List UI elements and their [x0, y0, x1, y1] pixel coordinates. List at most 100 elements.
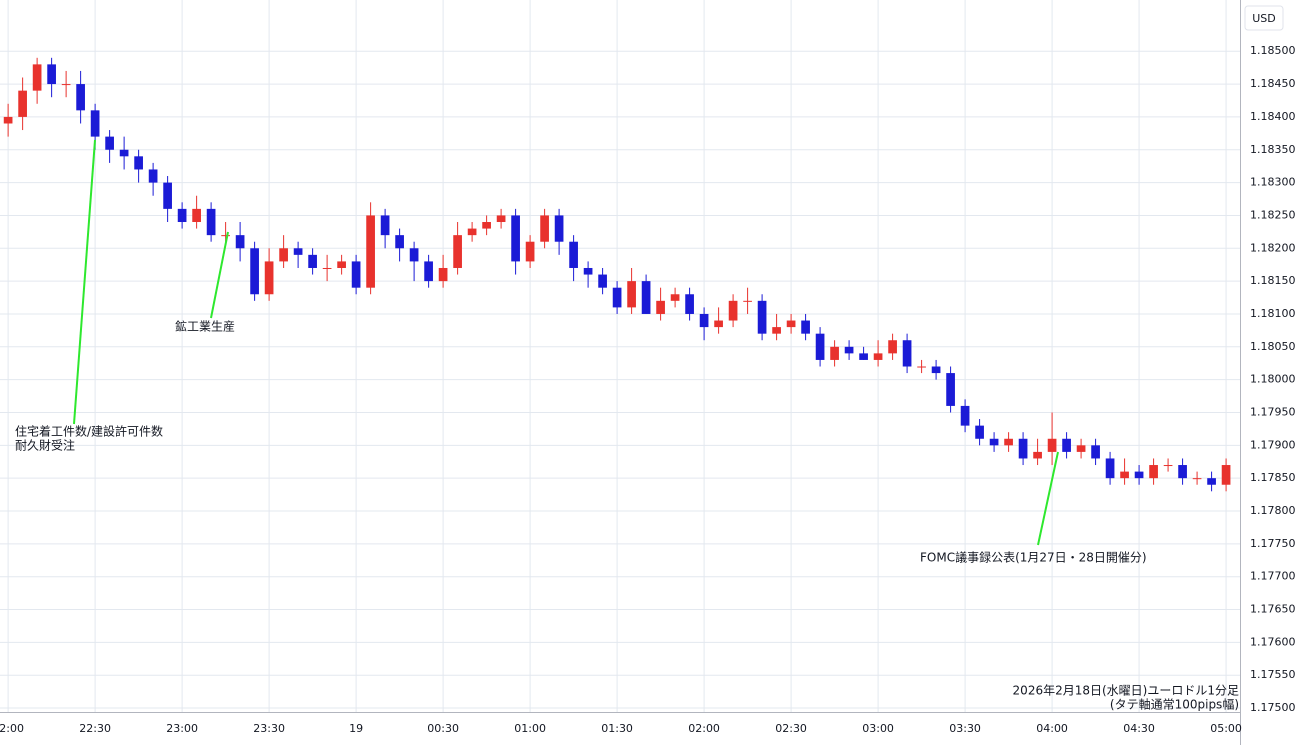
- x-tick-label: 22:00: [0, 722, 24, 735]
- candle: [554, 208, 564, 255]
- candle: [1178, 458, 1187, 485]
- candle-body: [3, 116, 13, 124]
- y-tick-label: 1.18500: [1250, 44, 1296, 57]
- candle: [235, 222, 245, 262]
- candle: [583, 261, 593, 288]
- candle: [670, 287, 680, 308]
- candle: [888, 333, 897, 360]
- candle-body: [569, 241, 578, 268]
- candle: [975, 419, 984, 446]
- candle: [728, 294, 738, 328]
- candle-body: [1149, 465, 1158, 479]
- candle-body: [177, 208, 187, 223]
- candle: [467, 222, 477, 242]
- candle: [685, 287, 694, 321]
- candle-body: [757, 300, 767, 334]
- candle: [989, 432, 999, 452]
- candle-body: [134, 156, 143, 170]
- candle: [960, 399, 970, 433]
- candle-body: [337, 261, 346, 268]
- y-tick-label: 1.17500: [1250, 701, 1296, 714]
- candle-body: [308, 254, 317, 268]
- candle-body: [1134, 471, 1144, 479]
- candle: [859, 346, 868, 360]
- candle: [917, 359, 926, 374]
- candle: [772, 313, 781, 341]
- candle-body: [1120, 471, 1129, 479]
- candle: [511, 208, 520, 275]
- candle-body: [18, 90, 27, 117]
- y-tick-label: 1.18350: [1250, 143, 1296, 156]
- candle: [395, 228, 404, 262]
- candle: [714, 307, 723, 334]
- candle-body: [366, 215, 375, 288]
- x-tick-label: 00:30: [427, 722, 459, 735]
- candle-body: [670, 294, 680, 301]
- candle: [32, 57, 42, 104]
- y-tick-label: 1.18200: [1250, 241, 1296, 254]
- y-tick-label: 1.17950: [1250, 405, 1296, 418]
- candle-body: [728, 300, 738, 321]
- candle: [366, 202, 375, 295]
- candle-body: [148, 169, 158, 183]
- candle: [525, 235, 535, 268]
- candle: [699, 307, 709, 341]
- candle-body: [192, 208, 201, 223]
- y-tick-label: 1.17800: [1250, 504, 1296, 517]
- candle: [902, 333, 912, 374]
- candle: [801, 313, 810, 341]
- candle: [627, 267, 636, 314]
- candle: [163, 176, 172, 223]
- y-tick-label: 1.18450: [1250, 77, 1296, 90]
- candle-body: [975, 425, 984, 439]
- candle-body: [279, 248, 288, 262]
- candle: [946, 366, 955, 413]
- x-tick-label: 04:00: [1036, 722, 1068, 735]
- candle-body: [931, 366, 941, 374]
- candle-body: [351, 261, 361, 288]
- candle-body: [1105, 458, 1115, 479]
- y-tick-label: 1.17700: [1250, 570, 1296, 583]
- candle: [1018, 432, 1028, 466]
- annotation-line: [210, 231, 229, 319]
- candle: [743, 287, 752, 314]
- candle-body: [685, 294, 694, 314]
- candle: [844, 340, 854, 360]
- candle-body: [830, 346, 839, 360]
- candle: [177, 202, 187, 229]
- candle: [206, 202, 216, 242]
- y-tick-label: 1.18300: [1250, 176, 1296, 189]
- currency: USD: [1252, 12, 1276, 25]
- candle-body: [409, 248, 419, 262]
- y-tick-label: 1.18150: [1250, 274, 1296, 287]
- candle-body: [1047, 438, 1057, 452]
- candle-body: [76, 84, 85, 111]
- annotation: 鉱工業生産: [175, 319, 235, 334]
- candle-body: [496, 215, 506, 223]
- y-tick-label: 1.18400: [1250, 110, 1296, 123]
- candle-body: [250, 248, 259, 295]
- candle: [496, 208, 506, 229]
- candle: [1221, 458, 1231, 492]
- candle-body: [917, 366, 926, 368]
- candle: [482, 215, 491, 236]
- candle-body: [888, 340, 897, 354]
- candle: [264, 248, 274, 301]
- candle-body: [482, 222, 491, 229]
- footer: 2026年2月18日(水曜日)ユーロドル1分足: [1013, 684, 1239, 698]
- candle: [931, 359, 941, 380]
- candle-body: [902, 340, 912, 367]
- candle-body: [743, 300, 752, 302]
- candle-body: [293, 248, 303, 255]
- candle-body: [1207, 478, 1216, 485]
- y-tick-label: 1.17600: [1250, 635, 1296, 648]
- candle: [148, 162, 158, 196]
- candle-body: [206, 208, 216, 236]
- y-tick-label: 1.17550: [1250, 668, 1296, 681]
- candle: [1207, 471, 1216, 492]
- x-tick-label: 02:30: [775, 722, 807, 735]
- candle-body: [32, 64, 42, 91]
- candle: [438, 254, 448, 288]
- y-tick-label: 1.17850: [1250, 471, 1296, 484]
- candle: [1091, 438, 1100, 466]
